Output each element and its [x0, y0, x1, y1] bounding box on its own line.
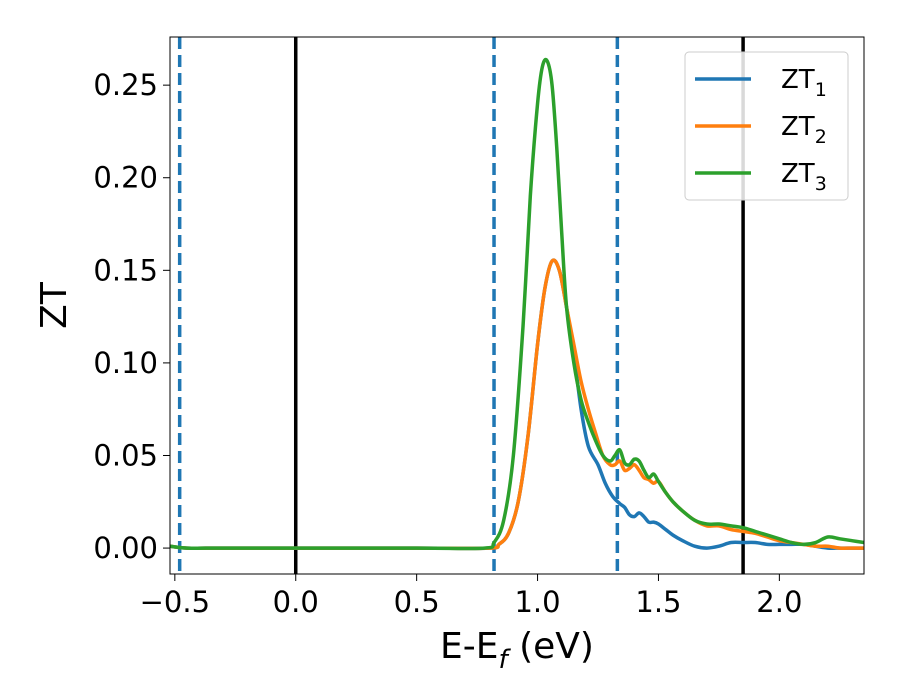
- x-axis-title: E-Ef (eV): [440, 626, 594, 675]
- y-tick-label: 0.05: [93, 438, 158, 472]
- y-tick-label: 0.00: [93, 531, 158, 565]
- legend-item-1: ZT1: [695, 65, 827, 101]
- y-tick-label: 0.10: [93, 346, 158, 380]
- x-tick-label: 0.5: [394, 585, 440, 619]
- x-axis: −0.5 0.0 0.5 1.0 1.5 2.0: [140, 574, 802, 619]
- y-tick-label: 0.20: [93, 161, 158, 195]
- y-axis: 0.00 0.05 0.10 0.15 0.20 0.25: [93, 68, 170, 565]
- legend-box: [684, 51, 849, 201]
- legend-label: ZT3: [781, 159, 827, 195]
- x-axis-title-main: E-E: [440, 626, 498, 667]
- x-tick-label: 2.0: [756, 585, 802, 619]
- legend-item-2: ZT2: [695, 112, 827, 148]
- x-tick-label: 0.0: [273, 585, 319, 619]
- plot-frame: [169, 36, 865, 575]
- y-tick-label: 0.25: [93, 68, 158, 102]
- legend-label: ZT2: [781, 112, 827, 148]
- legend-item-3: ZT3: [695, 159, 827, 195]
- y-tick-label: 0.15: [93, 253, 158, 287]
- x-axis-title-unit: (eV): [508, 626, 594, 667]
- series-lines: [170, 57, 864, 551]
- legend: ZT1 ZT2 ZT3: [684, 51, 849, 201]
- legend-label: ZT1: [781, 65, 827, 101]
- series-line-3: [170, 57, 864, 551]
- x-tick-label: 1.5: [635, 585, 681, 619]
- vertical-lines: [177, 37, 745, 574]
- x-tick-label: −0.5: [140, 585, 210, 619]
- y-axis-title: ZT: [34, 281, 75, 329]
- x-tick-label: 1.0: [514, 585, 560, 619]
- series-line-2: [170, 258, 864, 551]
